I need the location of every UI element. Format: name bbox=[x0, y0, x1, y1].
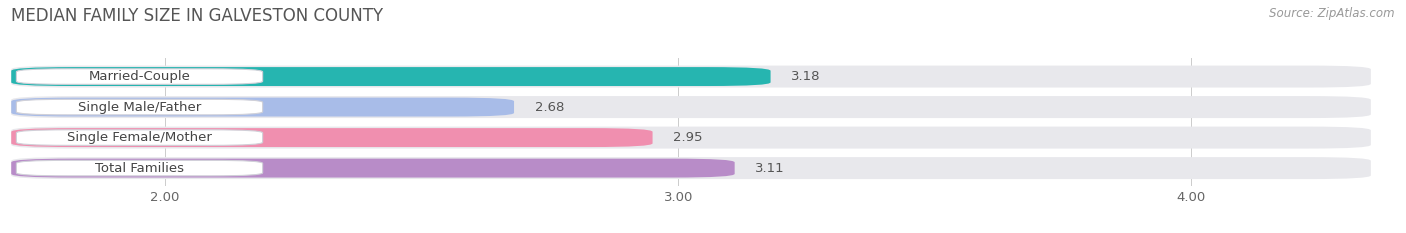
FancyBboxPatch shape bbox=[11, 127, 1371, 149]
FancyBboxPatch shape bbox=[11, 157, 1371, 179]
FancyBboxPatch shape bbox=[17, 99, 263, 115]
Text: 3.18: 3.18 bbox=[792, 70, 821, 83]
Text: Married-Couple: Married-Couple bbox=[89, 70, 190, 83]
Text: Single Male/Father: Single Male/Father bbox=[77, 101, 201, 113]
Text: Total Families: Total Families bbox=[96, 162, 184, 175]
FancyBboxPatch shape bbox=[11, 67, 770, 86]
FancyBboxPatch shape bbox=[11, 65, 1371, 88]
FancyBboxPatch shape bbox=[11, 96, 1371, 118]
Text: MEDIAN FAMILY SIZE IN GALVESTON COUNTY: MEDIAN FAMILY SIZE IN GALVESTON COUNTY bbox=[11, 7, 384, 25]
FancyBboxPatch shape bbox=[17, 160, 263, 176]
FancyBboxPatch shape bbox=[17, 69, 263, 84]
FancyBboxPatch shape bbox=[11, 159, 735, 178]
Text: Single Female/Mother: Single Female/Mother bbox=[67, 131, 212, 144]
Text: Source: ZipAtlas.com: Source: ZipAtlas.com bbox=[1270, 7, 1395, 20]
Text: 3.11: 3.11 bbox=[755, 162, 785, 175]
Text: 2.95: 2.95 bbox=[673, 131, 703, 144]
FancyBboxPatch shape bbox=[17, 130, 263, 145]
FancyBboxPatch shape bbox=[11, 98, 515, 116]
FancyBboxPatch shape bbox=[11, 128, 652, 147]
Text: 2.68: 2.68 bbox=[534, 101, 564, 113]
